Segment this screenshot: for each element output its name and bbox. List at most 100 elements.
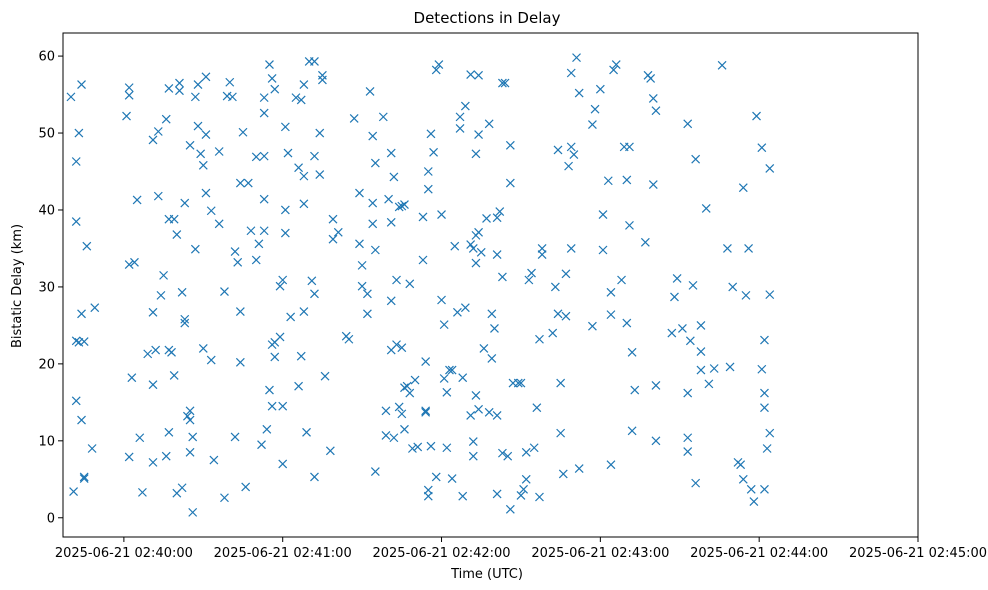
data-point-marker [151,345,161,355]
data-point-marker [685,336,695,346]
data-point-marker [651,106,661,116]
data-point-marker [587,120,597,129]
data-point-marker [148,135,158,145]
x-tick-label: 2025-06-21 02:44:00 [690,546,828,561]
data-point-marker [299,199,309,209]
data-point-marker [418,255,428,265]
data-point-marker [172,230,182,240]
data-point-marker [294,163,304,173]
data-point-marker [167,347,176,357]
data-point-marker [622,175,632,185]
data-point-marker [275,332,285,342]
data-point-marker [193,121,203,131]
y-tick-label: 20 [38,357,55,372]
x-tick-label: 2025-06-21 02:41:00 [214,546,352,561]
data-point-marker [394,202,404,212]
data-point-marker [389,433,399,443]
data-point-marker [156,290,166,300]
data-point-marker [206,355,216,365]
data-point-marker [259,93,269,103]
data-point-marker [722,244,732,253]
data-point-marker [672,274,682,283]
data-point-marker [505,178,515,188]
data-point-marker [413,442,423,452]
data-point-marker [439,320,449,330]
data-point-marker [474,70,484,80]
data-point-marker [574,464,584,473]
data-point-marker [725,362,735,372]
data-point-marker [259,108,269,118]
data-point-marker [148,307,158,317]
data-point-marker [368,198,378,208]
data-point-marker [492,213,502,223]
data-point-marker [190,92,200,102]
x-axis-label: Time (UTC) [450,567,523,582]
data-point-marker [474,227,484,237]
data-point-marker [760,388,769,398]
data-point-marker [553,145,563,155]
data-point-marker [487,309,497,319]
data-point-marker [169,370,179,380]
x-tick-label: 2025-06-21 02:42:00 [372,546,510,561]
data-point-marker [392,275,401,285]
data-point-marker [521,474,531,484]
data-point-marker [307,276,317,286]
data-point-marker [625,142,634,152]
data-point-marker [429,147,439,157]
data-point-marker [564,161,574,171]
data-point-marker [736,460,746,470]
data-point-marker [752,111,761,121]
data-point-marker [431,472,441,482]
y-tick-label: 50 [38,127,55,142]
data-point-marker [450,241,460,251]
data-point-marker [259,194,269,204]
data-point-marker [267,401,277,411]
data-point-marker [760,403,769,413]
data-point-marker [214,147,224,156]
data-point-marker [439,374,449,383]
data-point-marker [492,250,502,260]
data-point-marker [66,92,76,102]
data-point-marker [389,172,399,182]
data-point-marker [426,441,436,451]
data-point-marker [87,444,97,453]
axis-ticks: 2025-06-21 02:40:00 2025-06-21 02:41:00 20… [38,50,987,561]
data-point-marker [124,90,134,100]
data-point-marker [640,237,650,247]
data-point-marker [627,426,637,436]
data-point-marker [717,60,727,70]
data-point-marker [587,321,597,331]
data-point-marker [124,83,134,93]
data-point-marker [161,114,171,124]
data-point-marker [471,390,481,400]
data-point-marker [164,427,174,437]
data-point-marker [257,440,266,450]
data-point-marker [400,200,409,210]
data-point-marker [77,309,86,319]
data-point-marker [386,217,396,227]
data-point-marker [209,455,219,465]
y-axis-label: Bistatic Delay (km) [10,224,25,348]
y-tick-label: 60 [38,50,55,65]
data-point-marker [328,214,338,224]
data-point-marker [299,307,309,316]
data-point-marker [185,406,195,416]
data-point-marker [392,340,401,350]
data-point-marker [77,80,86,89]
data-point-marker [71,157,81,166]
data-point-marker [476,247,486,257]
data-point-marker [402,381,412,391]
data-point-marker [423,491,433,501]
data-point-marker [310,151,319,161]
data-point-marker [320,371,330,381]
data-point-marker [135,433,145,443]
data-point-marker [315,170,325,180]
data-point-marker [294,381,304,391]
data-point-marker [709,364,719,373]
data-point-marker [466,240,476,250]
data-point-marker [251,255,261,265]
data-point-marker [397,201,407,211]
data-point-marker [405,388,415,398]
data-point-marker [630,385,640,395]
